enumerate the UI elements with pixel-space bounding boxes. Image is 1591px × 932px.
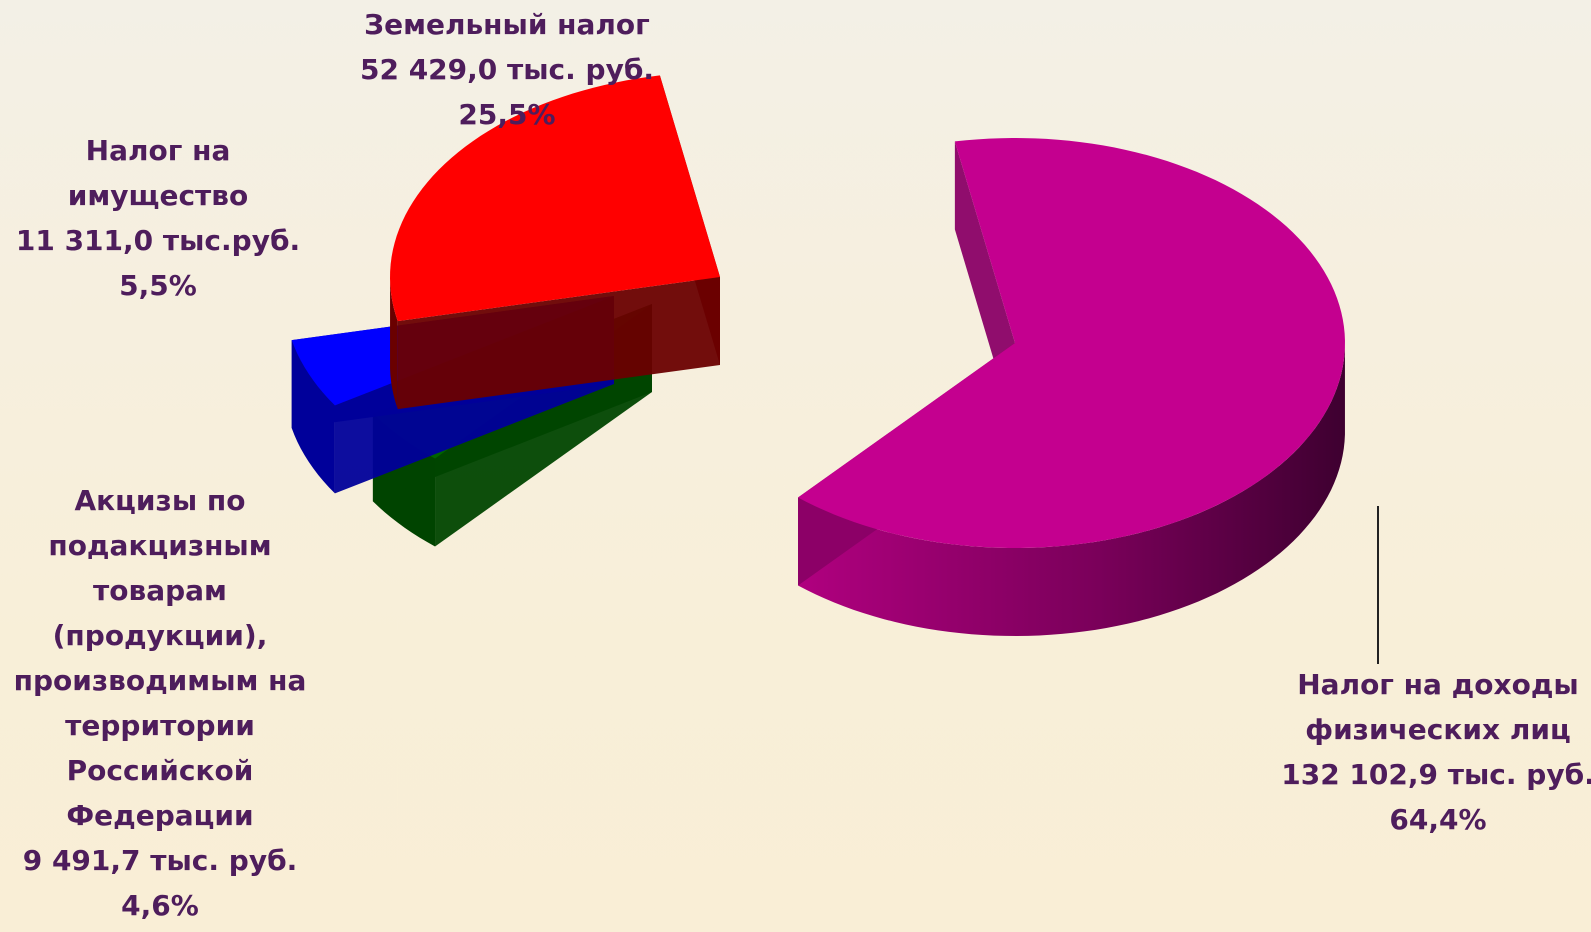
data-label-line: 132 102,9 тыс. руб. (1281, 758, 1591, 791)
data-label-line: 11 311,0 тыс.руб. (15, 224, 301, 257)
pie-slice-3 (390, 75, 720, 410)
data-label-line: физических лиц (1305, 713, 1571, 746)
pie-slice-0 (798, 138, 1345, 636)
pie-slice-side-3 (390, 273, 398, 410)
data-label-3: Земельный налог 52 429,0 тыс. руб. 25,5% (360, 2, 654, 137)
pie-slice-face-3-0 (397, 277, 720, 410)
data-label-line: территории (65, 709, 255, 742)
data-label-line: 25,5% (458, 98, 556, 131)
data-label-line: 9 491,7 тыс. руб. (22, 844, 298, 877)
data-label-line: Федерации (66, 799, 254, 832)
data-label-line: 52 429,0 тыс. руб. (359, 53, 655, 86)
data-label-line: Акцизы по (74, 484, 246, 517)
data-label-line: 4,6% (121, 889, 199, 922)
data-label-0: Налог на доходы физических лиц 132 102,9 т… (1281, 662, 1591, 842)
data-label-line: производимым на (13, 664, 307, 697)
data-label-line: имущество (67, 179, 249, 212)
data-label-line: подакцизным (48, 529, 272, 562)
data-label-line: Российской (66, 754, 254, 787)
data-label-line: 64,4% (1389, 803, 1487, 836)
pie-slice-top-3 (390, 75, 720, 322)
data-label-2: Налог на имущество 11 311,0 тыс.руб. 5,5% (16, 128, 300, 308)
pie-slice-top-0 (798, 138, 1345, 548)
data-label-1: Акцизы по подакцизным товарам (продукции), п… (14, 478, 307, 928)
pie-slice-side-0 (798, 339, 1345, 636)
data-label-line: товарам (93, 574, 227, 607)
data-label-line: (продукции), (52, 619, 268, 652)
data-label-line: Налог на доходы (1297, 668, 1579, 701)
data-label-line: 5,5% (119, 269, 197, 302)
data-label-line: Земельный налог (364, 8, 650, 41)
data-label-line: Налог на (85, 134, 231, 167)
